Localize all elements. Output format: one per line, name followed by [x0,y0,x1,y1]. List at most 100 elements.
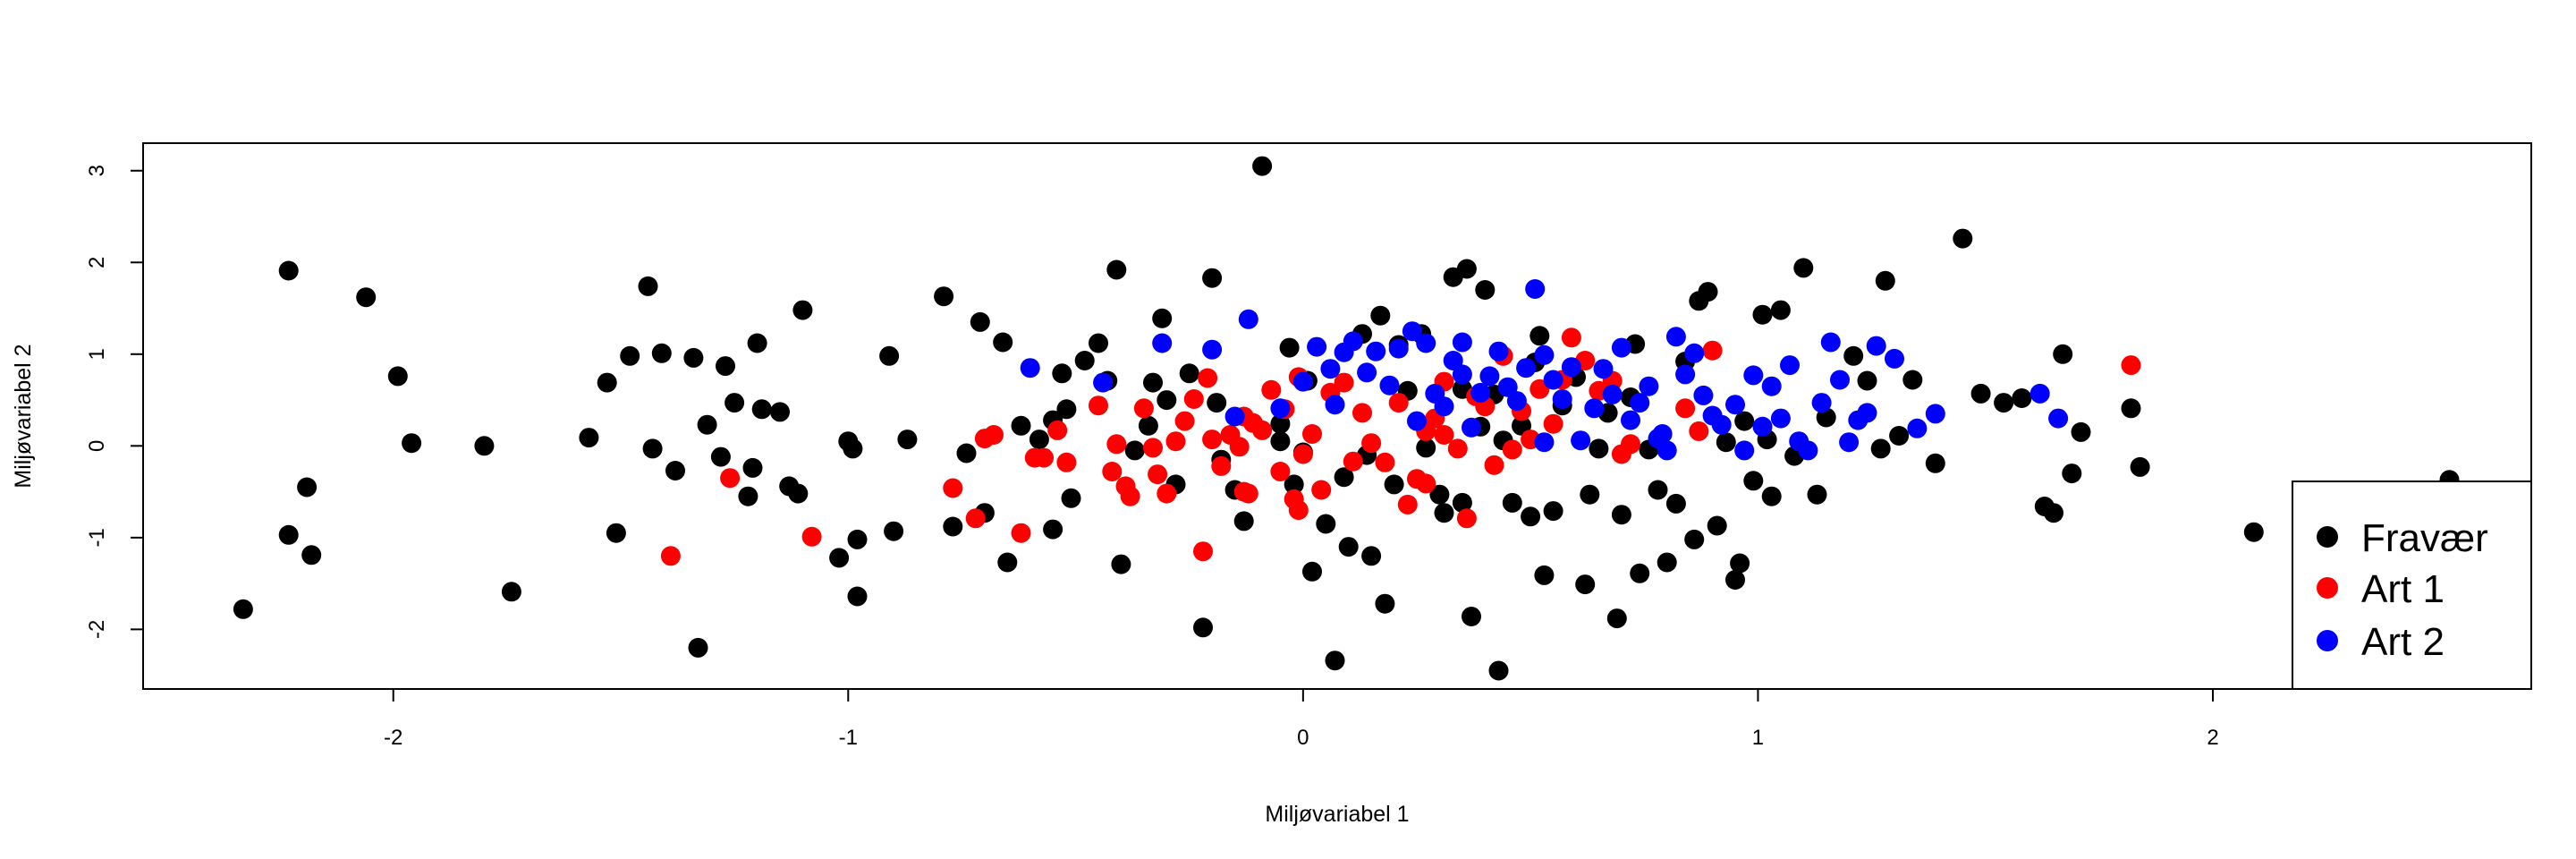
data-point [1593,359,1614,379]
data-point [788,483,809,504]
x-tick-label: 2 [2207,726,2218,750]
data-point [1447,438,1468,459]
data-point [1302,424,1322,444]
y-axis: -2 -1 0 1 2 3 [85,165,144,639]
data-point [1261,379,1282,400]
x-tick-label: -1 [839,726,858,750]
data-point [278,260,299,281]
data-point [1416,438,1436,458]
data-point [1202,268,1223,288]
data-point [2130,456,2150,477]
data-point [2071,421,2091,442]
legend-marker-art-2 [2317,630,2338,651]
data-point [1397,494,1418,515]
data-point [1488,660,1509,681]
data-point [1288,500,1309,521]
data-point [1552,389,1572,409]
data-point [1830,370,1850,390]
data-point [1270,462,1291,481]
data-point [1061,488,1081,508]
data-point [1302,561,1322,582]
data-point [1047,420,1068,440]
data-point [2243,522,2264,542]
data-point [1325,395,1345,415]
data-point [1652,424,1673,444]
data-point [1534,344,1555,365]
data-point [1434,503,1454,523]
data-point [1233,511,1254,532]
x-tick-label: 0 [1297,726,1309,750]
data-point [1325,651,1345,671]
y-tick-label: 0 [85,440,109,452]
data-point [1648,480,1668,500]
data-point [1857,370,1877,391]
data-point [1707,515,1727,536]
data-point [1202,339,1223,360]
y-axis-title: Miljøvariabel 2 [11,344,36,488]
data-point [1534,432,1555,453]
data-point [1193,541,1213,562]
data-point [847,586,868,607]
data-point [884,521,904,541]
data-point [1152,308,1173,328]
data-point [1584,398,1605,419]
series-fravaer [233,156,2460,681]
x-tick-label: 1 [1752,726,1764,750]
data-point [1252,420,1273,440]
data-point [1292,444,1313,464]
data-point [1452,364,1472,385]
data-point [1839,432,1860,453]
data-point [965,508,986,529]
data-point [1093,372,1114,393]
data-point [1761,376,1782,396]
data-point [1074,351,1095,370]
data-point [1702,340,1723,361]
data-point [1657,552,1677,573]
data-point [1657,440,1677,461]
data-point [1343,331,1363,352]
data-point [1198,368,1218,388]
data-point [1743,471,1764,491]
data-point [997,552,1018,573]
data-point [1780,355,1800,376]
data-point [1452,332,1472,353]
y-tick-label: -1 [85,528,109,547]
data-point [1606,608,1627,629]
data-point [1462,417,1481,438]
data-point [1462,607,1481,626]
data-point [1716,432,1736,453]
data-point [2121,398,2141,419]
data-point [688,637,708,658]
data-point [1183,389,1204,409]
y-tick-label: 3 [85,165,109,176]
data-point [879,345,900,366]
data-point [934,286,954,307]
data-point [1611,505,1631,525]
data-point [801,526,822,547]
data-point [1575,574,1596,595]
data-point [1165,431,1186,452]
data-point [1907,418,1928,438]
data-point [993,332,1013,353]
data-point [1338,537,1359,557]
data-point [1675,398,1696,419]
data-point [1238,309,1258,329]
data-point [1102,462,1123,481]
data-point [1730,553,1750,574]
data-point [1866,336,1886,356]
data-point [1179,363,1199,384]
data-point [1479,366,1500,387]
data-point [1665,493,1686,514]
data-point [1925,453,1945,473]
data-point [897,430,918,450]
data-point [1029,430,1049,450]
x-axis: -2 -1 0 1 2 [384,688,2219,750]
data-point [1020,358,1040,378]
data-point [1056,452,1077,472]
data-point [1889,426,1910,446]
data-point [1270,431,1291,452]
data-point [665,461,685,481]
data-point [1752,416,1773,437]
data-point [1953,228,1973,249]
data-point [1870,438,1891,459]
